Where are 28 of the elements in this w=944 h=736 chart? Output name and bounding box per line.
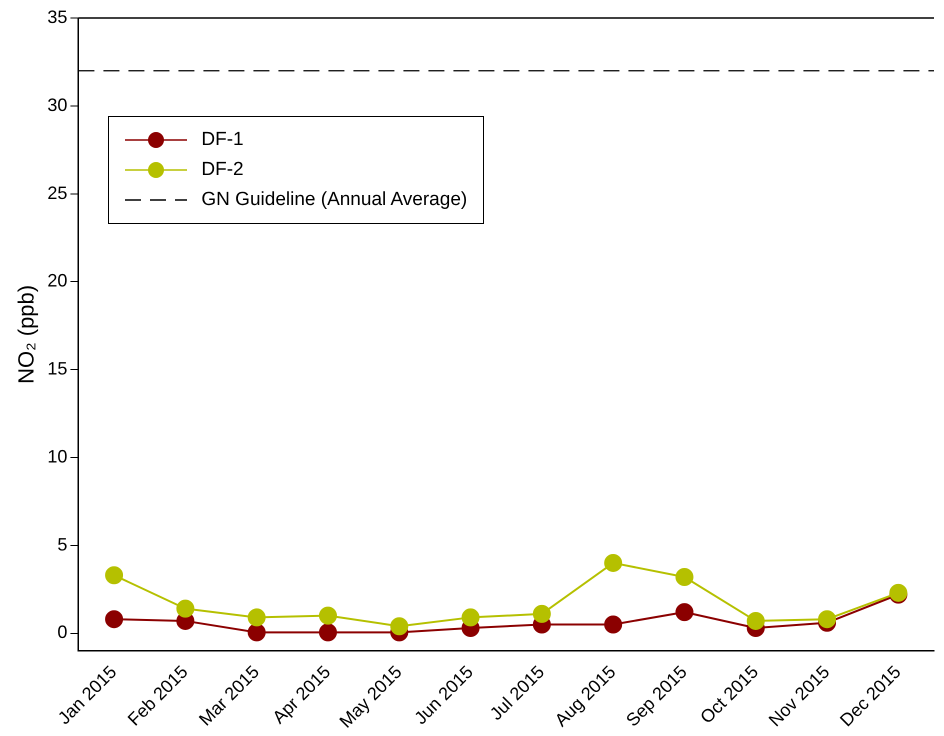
point — [818, 610, 836, 628]
point — [462, 608, 480, 626]
legend-label: DF-1 — [201, 129, 244, 151]
y-tick-label: 30 — [47, 94, 68, 115]
y-tick-label: 35 — [47, 6, 68, 27]
point — [105, 566, 124, 584]
point — [105, 610, 124, 628]
point — [604, 554, 622, 572]
point — [604, 615, 622, 634]
point — [675, 603, 694, 622]
y-tick-label: 15 — [47, 358, 68, 379]
point — [248, 608, 266, 626]
y-tick-label: 25 — [47, 182, 68, 203]
point — [746, 612, 765, 630]
point — [675, 568, 694, 586]
y-tick-label: 20 — [47, 270, 68, 291]
point — [176, 600, 194, 618]
point — [532, 604, 551, 623]
point — [318, 606, 337, 625]
point — [248, 623, 266, 642]
point — [390, 617, 408, 636]
y-axis-title: NO₂ (ppb) — [13, 284, 38, 384]
y-tick-label: 10 — [47, 446, 68, 466]
point — [318, 623, 337, 642]
y-tick-label: 5 — [57, 534, 68, 554]
y-tick-label: 0 — [57, 622, 68, 642]
legend-label: DF-2 — [201, 159, 244, 181]
legend-label: GN Guideline (Annual Average) — [201, 189, 468, 211]
